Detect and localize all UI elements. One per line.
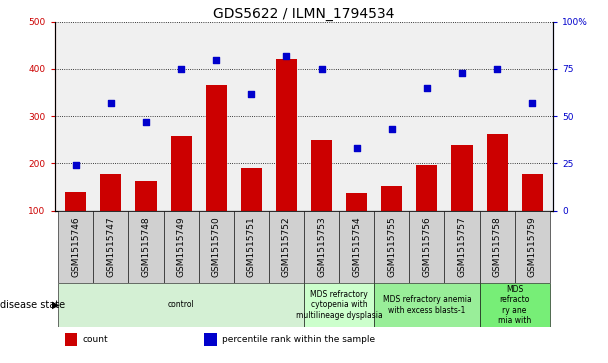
Point	[492, 66, 502, 72]
Bar	[64, 333, 77, 346]
Text: GSM1515753: GSM1515753	[317, 216, 326, 277]
Bar	[486, 134, 508, 211]
Point	[282, 53, 291, 59]
Text: GSM1515758: GSM1515758	[492, 216, 502, 277]
Text: ▶: ▶	[52, 300, 59, 310]
Text: MDS refractory
cytopenia with
multilineage dysplasia: MDS refractory cytopenia with multilinea…	[295, 290, 382, 320]
Text: GSM1515748: GSM1515748	[142, 216, 151, 277]
Text: GSM1515757: GSM1515757	[457, 216, 466, 277]
Point	[352, 145, 362, 151]
Bar	[100, 174, 122, 211]
Text: GSM1515751: GSM1515751	[247, 216, 256, 277]
Bar	[381, 185, 402, 211]
Text: GSM1515755: GSM1515755	[387, 216, 396, 277]
Text: GSM1515752: GSM1515752	[282, 216, 291, 277]
Text: MDS refractory anemia
with excess blasts-1: MDS refractory anemia with excess blasts…	[382, 295, 471, 315]
Bar	[164, 211, 199, 283]
Bar	[480, 211, 514, 283]
Text: percentile rank within the sample: percentile rank within the sample	[222, 335, 375, 344]
Bar	[58, 283, 304, 327]
Point	[141, 119, 151, 125]
Bar	[128, 211, 164, 283]
Text: count: count	[82, 335, 108, 344]
Text: GSM1515750: GSM1515750	[212, 216, 221, 277]
Bar	[374, 283, 480, 327]
Text: GSM1515749: GSM1515749	[176, 216, 185, 277]
Bar	[480, 283, 550, 327]
Text: disease state: disease state	[0, 300, 65, 310]
Text: MDS
refracto
ry ane
mia with: MDS refracto ry ane mia with	[498, 285, 531, 325]
Text: GSM1515754: GSM1515754	[352, 216, 361, 277]
Point	[317, 66, 326, 72]
Bar	[241, 168, 262, 211]
Bar	[416, 165, 437, 211]
Point	[71, 162, 81, 168]
Bar	[374, 211, 409, 283]
Point	[387, 126, 396, 132]
Text: GSM1515756: GSM1515756	[423, 216, 432, 277]
Title: GDS5622 / ILMN_1794534: GDS5622 / ILMN_1794534	[213, 7, 395, 21]
Text: GSM1515747: GSM1515747	[106, 216, 116, 277]
Bar	[276, 58, 297, 211]
Bar	[304, 211, 339, 283]
Bar	[171, 136, 192, 211]
Point	[527, 100, 537, 106]
Bar	[234, 211, 269, 283]
Bar	[452, 146, 472, 211]
Bar	[311, 140, 332, 211]
Point	[422, 85, 432, 91]
Point	[212, 57, 221, 62]
Point	[246, 91, 256, 97]
Bar	[514, 211, 550, 283]
Bar	[199, 211, 234, 283]
Bar	[522, 174, 543, 211]
Bar	[136, 181, 156, 211]
Bar	[444, 211, 480, 283]
Text: control: control	[168, 301, 195, 309]
Point	[457, 70, 467, 76]
Bar	[269, 211, 304, 283]
Text: GSM1515746: GSM1515746	[71, 216, 80, 277]
Bar	[94, 211, 128, 283]
Bar	[58, 211, 94, 283]
Bar	[204, 333, 216, 346]
Point	[176, 66, 186, 72]
Bar	[206, 85, 227, 211]
Bar	[346, 193, 367, 211]
Bar	[65, 192, 86, 211]
Point	[106, 100, 116, 106]
Bar	[409, 211, 444, 283]
Bar	[304, 283, 374, 327]
Text: GSM1515759: GSM1515759	[528, 216, 537, 277]
Bar	[339, 211, 374, 283]
